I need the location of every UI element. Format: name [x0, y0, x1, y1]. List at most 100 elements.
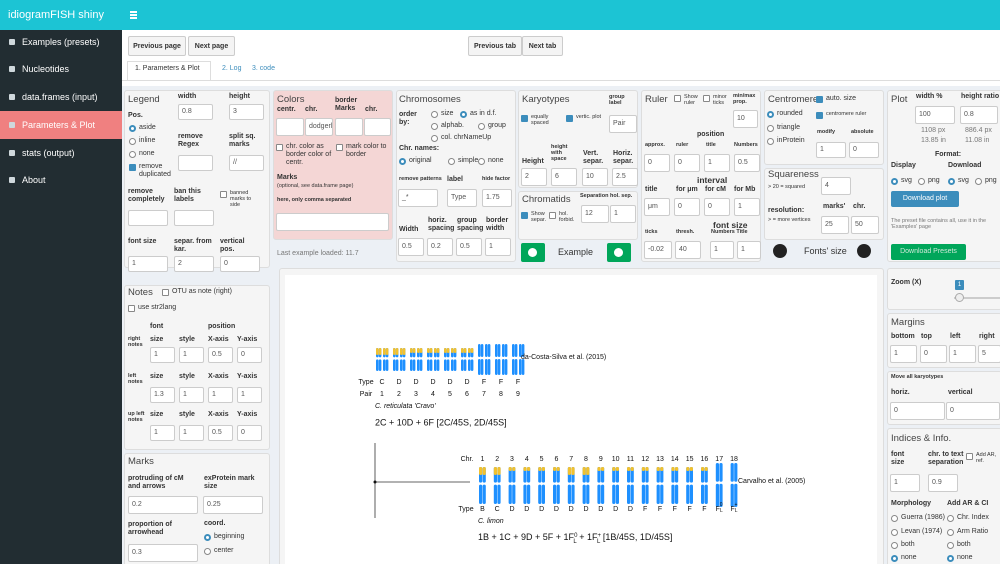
input-field[interactable]: 1 — [949, 345, 976, 363]
button[interactable]: Previous tab — [468, 36, 522, 56]
radio-button[interactable] — [767, 111, 774, 118]
radio-button[interactable] — [891, 515, 898, 522]
input-field[interactable]: 1.75 — [482, 189, 512, 207]
nav-item[interactable]: Examples (presets) — [22, 38, 100, 46]
input-field[interactable]: 1 — [710, 241, 734, 259]
radio-button[interactable] — [204, 548, 211, 555]
checkbox[interactable] — [128, 305, 135, 312]
input-field[interactable]: 10 — [582, 168, 608, 186]
input-field[interactable]: // — [229, 155, 264, 171]
input-field[interactable]: 0.5 — [208, 347, 233, 363]
nav-item[interactable]: Parameters & Plot — [22, 121, 95, 129]
radio-button[interactable] — [431, 135, 438, 142]
input-field[interactable]: 0.25 — [203, 496, 263, 514]
checkbox[interactable] — [566, 115, 573, 122]
input-field[interactable]: 0.3 — [128, 544, 198, 562]
input-field[interactable]: 12 — [581, 205, 609, 223]
radio-button[interactable] — [399, 158, 406, 165]
input-field[interactable]: 0.2 — [427, 238, 453, 256]
input-field[interactable]: 0 — [704, 198, 730, 216]
input-field[interactable]: 0 — [946, 402, 1000, 420]
input-field[interactable]: 0 — [849, 142, 879, 158]
input-field[interactable] — [364, 118, 391, 136]
radio-button[interactable] — [947, 529, 954, 536]
radio-button[interactable] — [891, 178, 898, 185]
radio-button[interactable] — [767, 138, 774, 145]
button[interactable]: Download plot — [891, 191, 959, 207]
input-field[interactable]: 0 — [237, 347, 262, 363]
checkbox[interactable] — [966, 453, 973, 460]
nav-item[interactable]: data.frames (input) — [22, 93, 98, 101]
checkbox[interactable] — [129, 164, 136, 171]
checkbox[interactable] — [549, 212, 556, 219]
input-field[interactable]: 1 — [704, 154, 730, 172]
input-field[interactable]: 1 — [179, 387, 204, 403]
checkbox[interactable] — [521, 115, 528, 122]
radio-button[interactable] — [948, 178, 955, 185]
input-field[interactable]: 40 — [675, 241, 701, 259]
input-field[interactable]: 1 — [816, 142, 846, 158]
radio-button[interactable] — [431, 111, 438, 118]
input-field[interactable]: 25 — [821, 216, 849, 234]
button[interactable]: Download Presets — [891, 244, 966, 260]
tab[interactable]: 3. code — [252, 65, 275, 73]
input-field[interactable]: 1 — [485, 238, 511, 256]
input-field[interactable] — [276, 213, 389, 231]
checkbox[interactable] — [336, 144, 343, 151]
input-field[interactable]: 0.9 — [928, 474, 958, 492]
radio-button[interactable] — [129, 125, 136, 132]
checkbox[interactable] — [674, 95, 681, 102]
tab[interactable]: 1. Parameters & Plot — [135, 65, 200, 73]
radio-button[interactable] — [975, 178, 982, 185]
radio-button[interactable] — [431, 123, 438, 130]
input-field[interactable]: 100 — [915, 106, 955, 124]
input-field[interactable]: 6 — [551, 168, 577, 186]
checkbox[interactable] — [816, 112, 823, 119]
input-field[interactable]: 1 — [150, 425, 175, 441]
radio-button[interactable] — [129, 138, 136, 145]
radio-button[interactable] — [767, 125, 774, 132]
input-field[interactable]: 0 — [220, 256, 260, 272]
input-field[interactable]: 1 — [208, 387, 233, 403]
input-field[interactable]: 0.2 — [128, 496, 198, 514]
input-field[interactable]: 0 — [890, 402, 945, 420]
checkbox[interactable] — [276, 144, 283, 151]
radio-button[interactable] — [448, 158, 455, 165]
input-field[interactable]: 1 — [179, 347, 204, 363]
button[interactable]: Next page — [188, 36, 235, 56]
nav-item[interactable]: About — [22, 176, 46, 184]
input-field[interactable]: 1 — [734, 198, 760, 216]
radio-button[interactable] — [891, 555, 898, 562]
checkbox[interactable] — [220, 191, 227, 198]
checkbox[interactable] — [816, 96, 823, 103]
input-field[interactable]: 2.5 — [612, 168, 638, 186]
input-field[interactable]: 1 — [150, 347, 175, 363]
input-field[interactable]: 2 — [174, 256, 214, 272]
input-field[interactable]: 0 — [920, 345, 947, 363]
input-field[interactable]: 0.5 — [208, 425, 233, 441]
input-field[interactable] — [276, 118, 304, 136]
input-field[interactable]: 4 — [821, 177, 851, 195]
input-field[interactable]: 1 — [610, 205, 636, 223]
input-field[interactable]: 0.5 — [398, 238, 424, 256]
input-field[interactable]: 0 — [674, 198, 700, 216]
input-field[interactable]: 1 — [128, 256, 168, 272]
checkbox[interactable] — [162, 289, 169, 296]
input-field[interactable] — [174, 210, 214, 226]
input-field[interactable]: 0 — [237, 425, 262, 441]
input-field[interactable]: 0 — [674, 154, 700, 172]
input-field[interactable]: -0.02 — [644, 241, 672, 259]
nav-item[interactable]: Nucleotides — [22, 65, 69, 73]
input-field[interactable] — [178, 155, 213, 171]
input-field[interactable]: 1 — [737, 241, 761, 259]
radio-button[interactable] — [891, 529, 898, 536]
input-field[interactable]: _* — [398, 189, 438, 207]
input-field[interactable]: 1 — [237, 387, 262, 403]
radio-button[interactable] — [947, 515, 954, 522]
input-field[interactable]: 1 — [890, 345, 917, 363]
input-field[interactable]: 1 — [179, 425, 204, 441]
input-field[interactable] — [335, 118, 363, 136]
radio-button[interactable] — [891, 542, 898, 549]
radio-button[interactable] — [129, 151, 136, 158]
input-field[interactable]: 3 — [229, 104, 264, 120]
